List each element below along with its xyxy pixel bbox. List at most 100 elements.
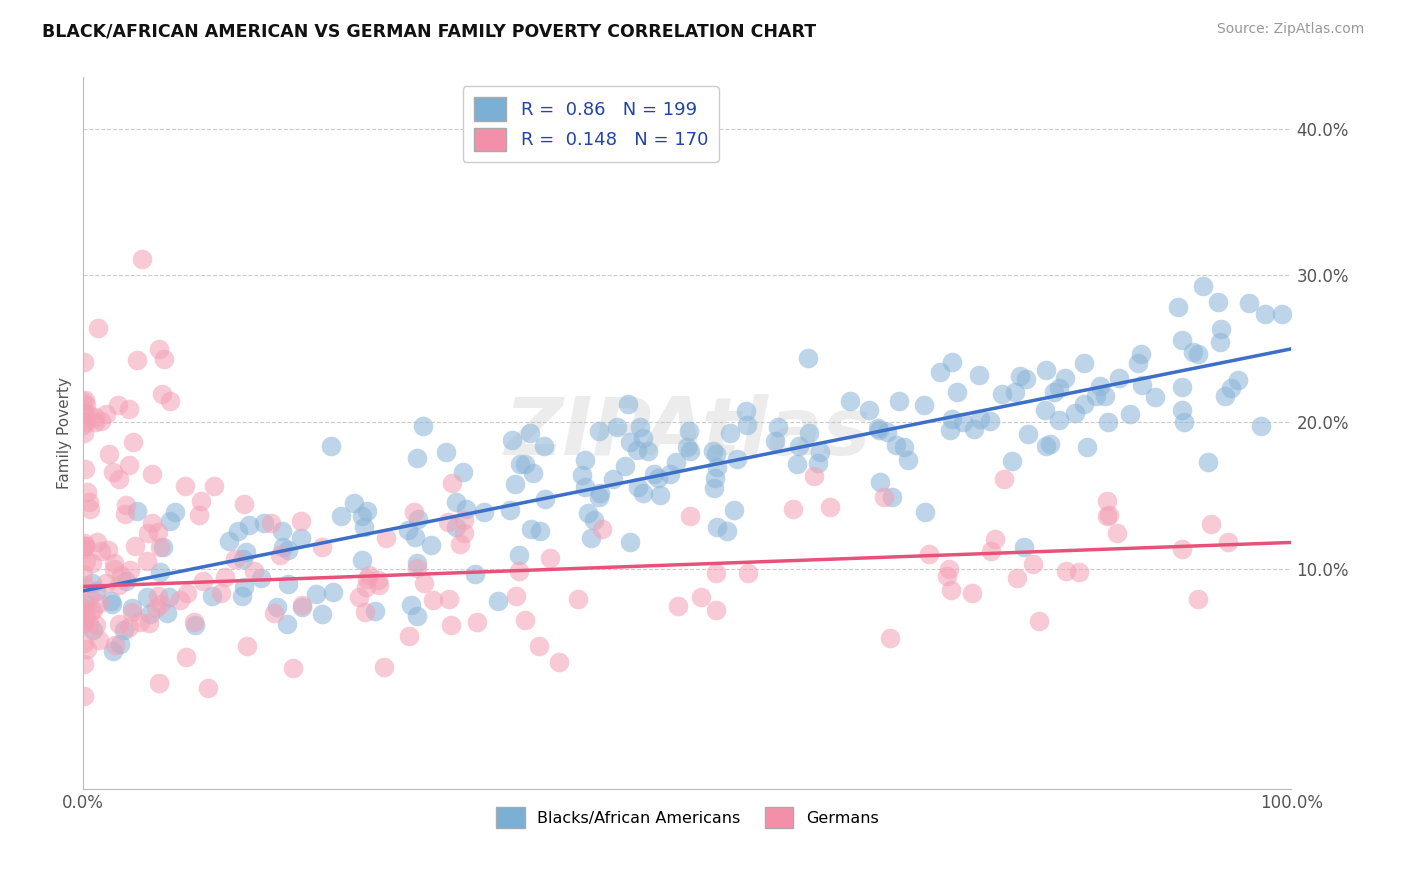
Point <box>375 531 398 545</box>
Point <box>343 496 366 510</box>
Point <box>613 459 636 474</box>
Point <box>122 434 145 449</box>
Point <box>263 606 285 620</box>
Point <box>398 629 420 643</box>
Point <box>184 618 207 632</box>
Point <box>311 607 333 621</box>
Point <box>941 355 963 369</box>
Point <box>1098 508 1121 523</box>
Point <box>1097 416 1119 430</box>
Point <box>1054 564 1077 578</box>
Point <box>499 502 522 516</box>
Point <box>77 495 100 509</box>
Point <box>1073 356 1095 370</box>
Point <box>602 472 624 486</box>
Point <box>579 531 602 545</box>
Point <box>678 424 700 438</box>
Point <box>1054 371 1077 385</box>
Point <box>209 586 232 600</box>
Point <box>1004 385 1026 400</box>
Point <box>1047 381 1070 395</box>
Point <box>434 445 457 459</box>
Point <box>1254 307 1277 321</box>
Point <box>456 502 478 516</box>
Point <box>128 615 150 629</box>
Point <box>270 548 292 562</box>
Point <box>82 624 104 638</box>
Point <box>508 565 530 579</box>
Point <box>818 500 841 514</box>
Point <box>148 342 170 356</box>
Point <box>979 414 1001 428</box>
Point <box>643 467 665 482</box>
Point <box>1182 345 1205 359</box>
Point <box>451 465 474 479</box>
Point <box>1028 614 1050 628</box>
Point <box>941 412 963 426</box>
Point <box>929 365 952 379</box>
Point <box>941 583 963 598</box>
Point <box>984 533 1007 547</box>
Point <box>112 624 135 638</box>
Point <box>509 458 531 472</box>
Point <box>571 468 593 483</box>
Point <box>115 499 138 513</box>
Point <box>858 403 880 417</box>
Point <box>938 562 960 576</box>
Point <box>73 578 96 592</box>
Point <box>647 471 669 485</box>
Point <box>1017 426 1039 441</box>
Point <box>1008 368 1031 383</box>
Point <box>797 425 820 440</box>
Point <box>98 447 121 461</box>
Point <box>103 556 125 570</box>
Point <box>396 523 419 537</box>
Point <box>406 556 429 570</box>
Point <box>108 637 131 651</box>
Point <box>939 423 962 437</box>
Point <box>880 491 903 505</box>
Point <box>174 479 197 493</box>
Point <box>350 508 373 523</box>
Point <box>1213 389 1236 403</box>
Point <box>277 577 299 591</box>
Point <box>86 535 108 549</box>
Point <box>1047 412 1070 426</box>
Point <box>706 460 728 475</box>
Point <box>79 589 101 603</box>
Point <box>718 425 741 440</box>
Point <box>1171 402 1194 417</box>
Point <box>73 354 96 368</box>
Point <box>107 472 129 486</box>
Point <box>591 523 613 537</box>
Point <box>513 613 536 627</box>
Point <box>1073 397 1095 411</box>
Point <box>1105 526 1128 541</box>
Point <box>735 404 758 418</box>
Point <box>322 584 344 599</box>
Point <box>1095 509 1118 524</box>
Point <box>283 661 305 675</box>
Point <box>1170 333 1192 347</box>
Point <box>628 420 651 434</box>
Point <box>876 425 898 440</box>
Point <box>103 562 125 576</box>
Point <box>1067 566 1090 580</box>
Point <box>260 516 283 530</box>
Point <box>169 593 191 607</box>
Point <box>118 620 141 634</box>
Point <box>887 394 910 409</box>
Point <box>153 352 176 367</box>
Point <box>637 444 659 458</box>
Point <box>148 540 170 554</box>
Point <box>441 475 464 490</box>
Point <box>90 414 112 428</box>
Point <box>121 605 143 619</box>
Point <box>311 540 333 554</box>
Point <box>704 566 727 581</box>
Point <box>236 640 259 654</box>
Point <box>412 419 434 434</box>
Point <box>72 425 94 440</box>
Point <box>90 543 112 558</box>
Point <box>763 434 786 449</box>
